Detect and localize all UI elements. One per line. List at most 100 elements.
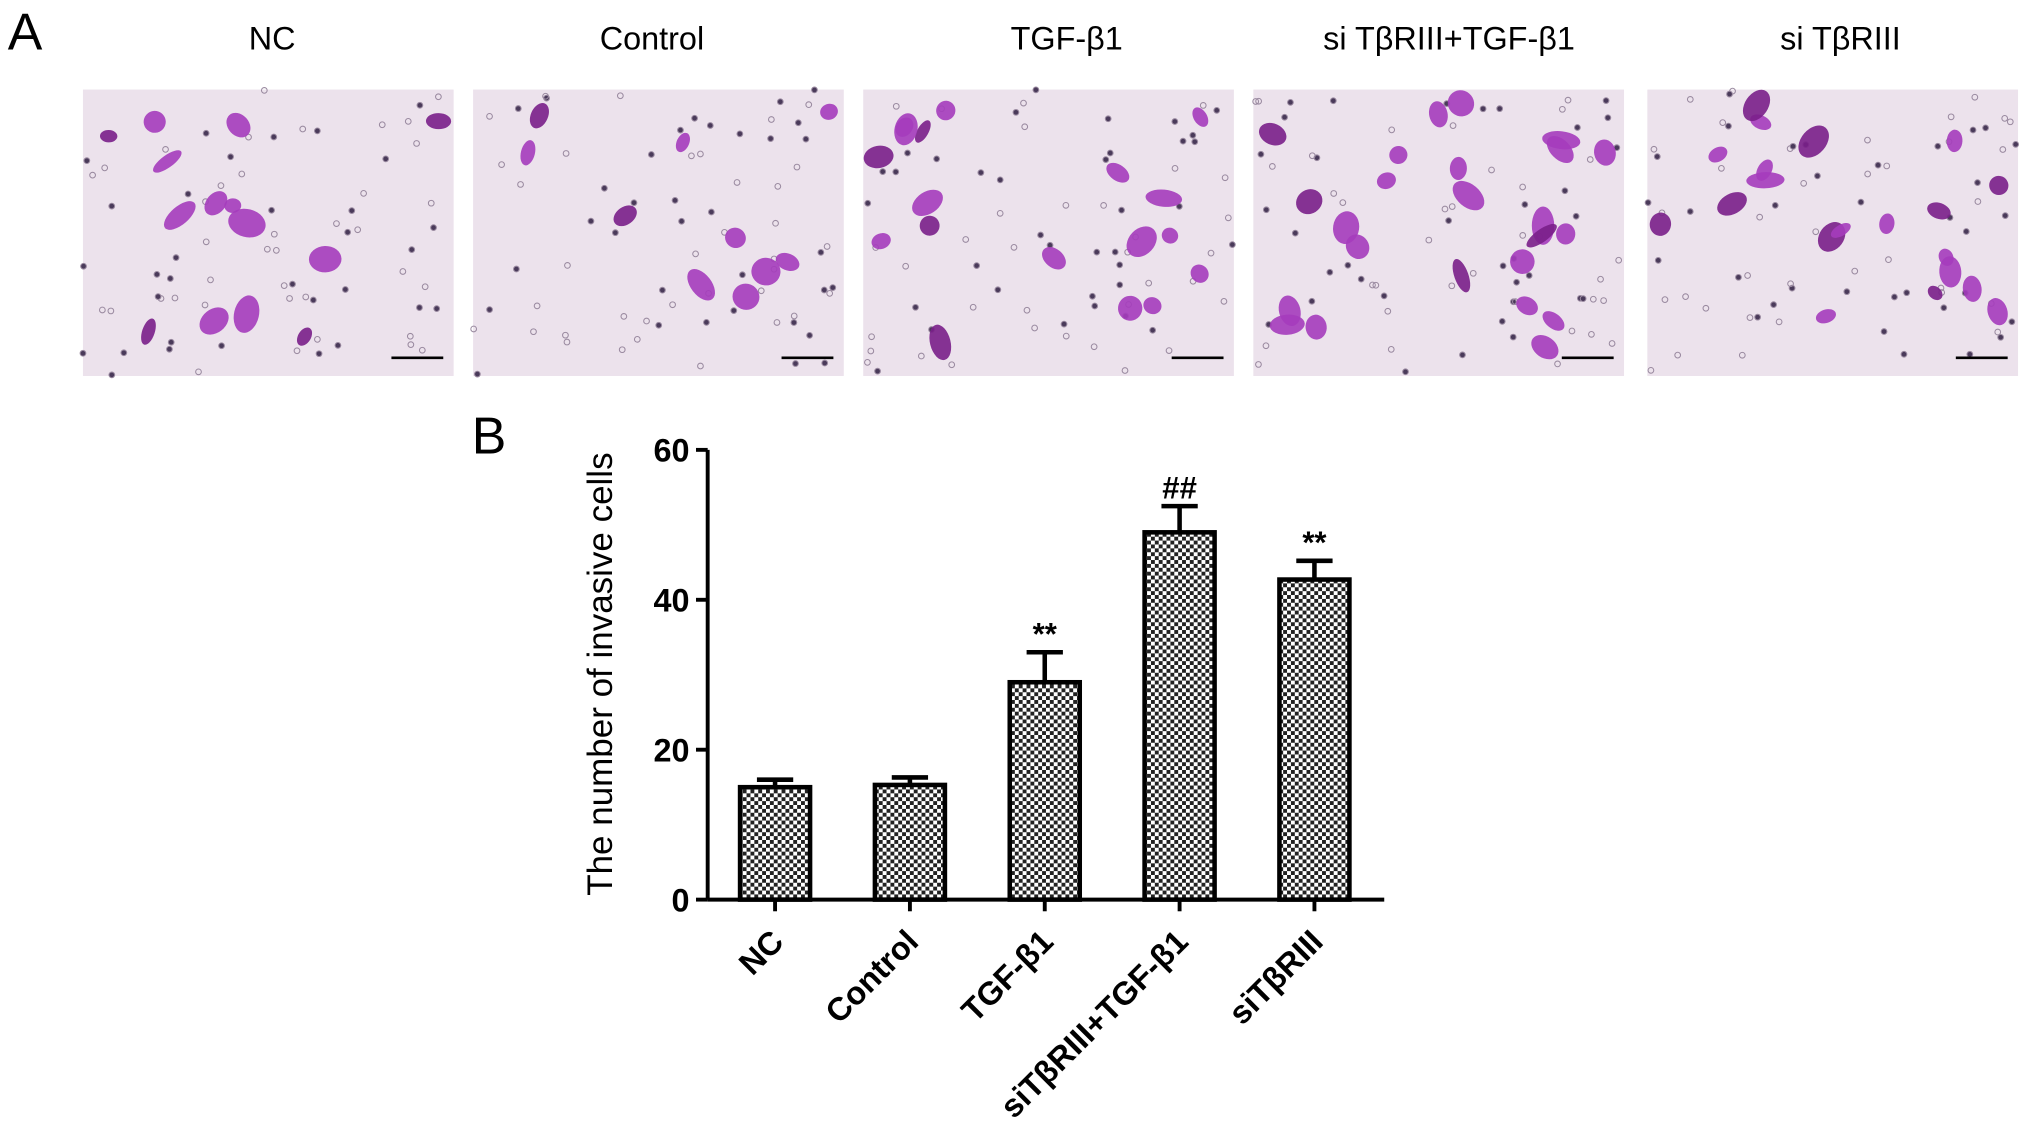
- pore: [977, 169, 985, 176]
- pore: [892, 168, 900, 176]
- pore: [1572, 212, 1580, 220]
- pore: [404, 117, 412, 125]
- pore: [1934, 142, 1942, 150]
- pore: [1864, 170, 1872, 178]
- pore: [1369, 281, 1376, 289]
- pore: [792, 360, 799, 367]
- pore: [1111, 248, 1119, 256]
- pore: [1262, 206, 1270, 214]
- pore: [348, 207, 356, 215]
- pore: [1521, 201, 1529, 208]
- cell: [1989, 175, 2009, 196]
- pore: [313, 127, 321, 135]
- y-tick-label: 60: [653, 433, 689, 469]
- pore: [1023, 306, 1031, 314]
- pore: [1880, 328, 1888, 335]
- pore: [1568, 327, 1576, 335]
- pore: [1441, 205, 1449, 213]
- pore: [1189, 131, 1197, 139]
- pore: [630, 199, 638, 207]
- pore: [1885, 256, 1892, 264]
- cell: [199, 307, 229, 335]
- cell: [529, 102, 549, 129]
- pore: [655, 321, 663, 329]
- pore: [1718, 164, 1725, 172]
- pore: [533, 302, 541, 310]
- cell: [1742, 89, 1771, 122]
- pore: [1308, 152, 1316, 160]
- pore: [1851, 267, 1859, 275]
- pore: [1357, 275, 1365, 283]
- pore: [79, 349, 87, 357]
- pore: [171, 294, 179, 302]
- pore: [378, 121, 386, 129]
- pore: [1228, 241, 1236, 248]
- pore: [1171, 164, 1179, 172]
- pore: [794, 119, 802, 127]
- image-title: si TβRIII+TGF-β1: [1323, 20, 1575, 56]
- pore: [1339, 199, 1347, 207]
- cell: [1510, 249, 1535, 274]
- pore: [1725, 122, 1732, 130]
- x-tick-label: TGF-β1: [954, 923, 1060, 1029]
- cell: [233, 295, 260, 333]
- pore: [867, 347, 875, 355]
- cell: [1962, 275, 1982, 302]
- pore: [1330, 190, 1338, 197]
- bar: [1007, 679, 1083, 902]
- cell: [775, 252, 800, 271]
- pore: [1644, 199, 1652, 206]
- cell: [1278, 295, 1301, 327]
- pore: [774, 182, 782, 190]
- pore: [2008, 318, 2016, 326]
- pore: [633, 335, 641, 343]
- pore: [1145, 279, 1153, 287]
- pore: [1999, 146, 2007, 153]
- pore: [270, 230, 278, 238]
- significance-label: ##: [1162, 470, 1197, 505]
- pore: [407, 341, 415, 349]
- pore: [739, 271, 746, 279]
- pore: [1735, 273, 1742, 281]
- panel-label: B: [472, 407, 507, 465]
- cell: [1938, 248, 1954, 266]
- pore: [1037, 231, 1044, 239]
- bar: [1277, 577, 1352, 902]
- pore: [334, 341, 342, 349]
- cell: [153, 150, 182, 173]
- cell: [929, 324, 952, 361]
- significance-label: **: [1033, 616, 1058, 651]
- pore: [823, 243, 831, 250]
- pore: [1971, 93, 1979, 101]
- pore: [643, 317, 650, 325]
- cell: [1296, 189, 1323, 215]
- pore: [195, 368, 202, 376]
- cell: [1815, 309, 1836, 324]
- cell: [1190, 264, 1209, 283]
- pore: [1171, 118, 1179, 125]
- pore: [1900, 350, 1908, 358]
- pore: [98, 306, 106, 314]
- pore: [2006, 118, 2014, 126]
- cell: [143, 110, 166, 133]
- cell: [1192, 107, 1209, 127]
- y-tick-label: 20: [653, 732, 689, 768]
- pore: [1402, 368, 1409, 376]
- pore: [470, 325, 478, 333]
- pore: [1588, 330, 1595, 338]
- pore: [1874, 161, 1882, 169]
- pore: [184, 190, 192, 198]
- pore: [772, 219, 779, 227]
- pore: [1574, 124, 1581, 131]
- pore: [514, 105, 522, 112]
- pore: [773, 319, 781, 326]
- pore: [620, 313, 628, 320]
- pore: [706, 122, 714, 129]
- pore: [1093, 248, 1101, 256]
- cell: [228, 208, 266, 238]
- pore: [757, 287, 765, 295]
- pore: [433, 305, 441, 313]
- pore: [1326, 268, 1334, 276]
